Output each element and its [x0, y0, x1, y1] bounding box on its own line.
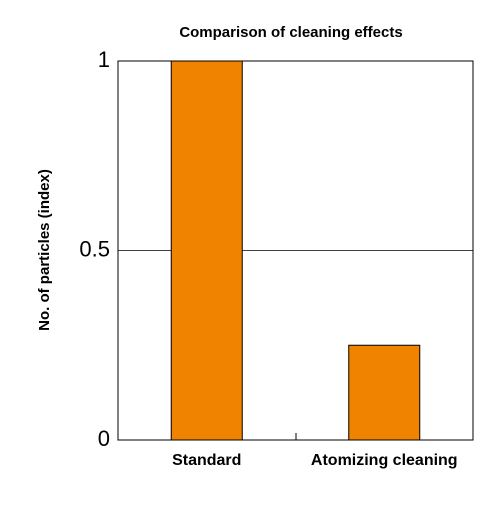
y-tick-label: 0 [98, 426, 110, 451]
y-tick-label: 1 [98, 47, 110, 72]
y-axis-label: No. of particles (index) [36, 169, 53, 331]
x-tick-label: Atomizing cleaning [311, 452, 458, 469]
bar [348, 344, 421, 441]
chart-title: Comparison of cleaning effects [179, 24, 402, 41]
y-tick-label: 0.5 [79, 236, 110, 261]
bar [170, 60, 243, 441]
x-tick-label: Standard [172, 452, 241, 469]
